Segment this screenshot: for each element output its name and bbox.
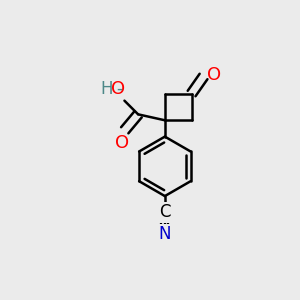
Text: O: O — [111, 80, 125, 98]
Text: C: C — [159, 203, 171, 221]
Text: O: O — [115, 134, 129, 152]
Text: O: O — [207, 66, 221, 84]
Text: -: - — [116, 80, 122, 98]
Text: N: N — [159, 225, 171, 243]
Text: H: H — [101, 80, 113, 98]
